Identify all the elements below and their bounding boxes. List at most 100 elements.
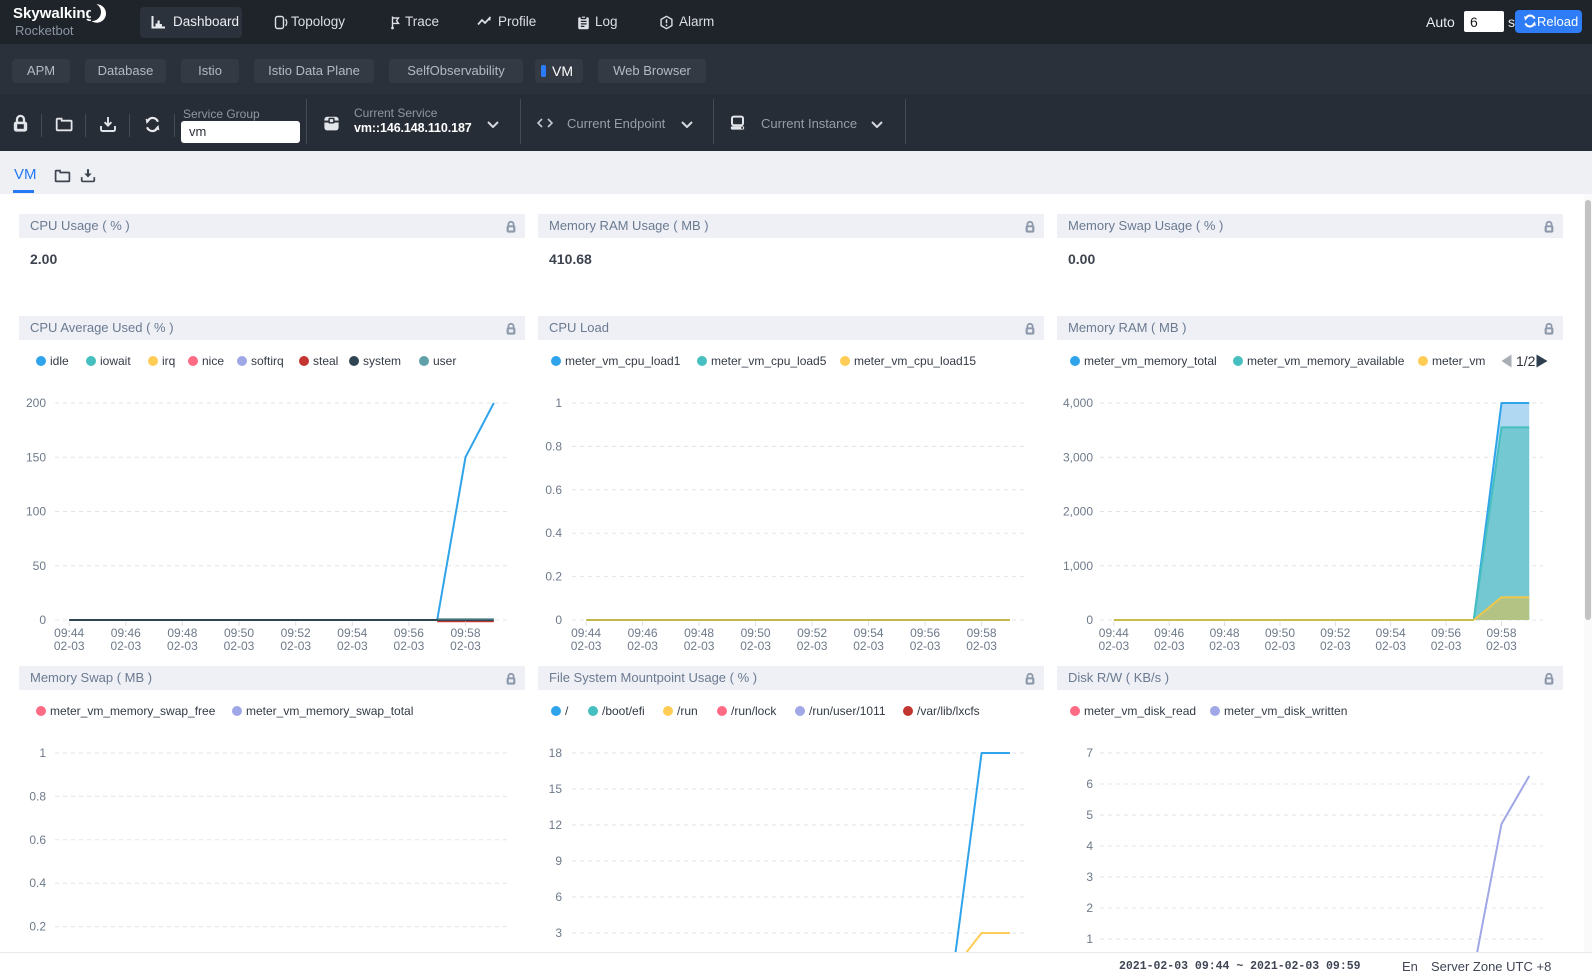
svg-text:meter_vm_memory_total: meter_vm_memory_total — [1084, 354, 1217, 368]
svg-text:1/2: 1/2 — [1516, 353, 1536, 369]
svg-text:steal: steal — [313, 354, 338, 368]
svg-text:meter_vm_memory_available: meter_vm_memory_available — [1247, 354, 1405, 368]
svg-text:02-03: 02-03 — [910, 639, 941, 652]
svg-text:02-03: 02-03 — [627, 639, 658, 652]
svg-text:02-03: 02-03 — [1098, 639, 1129, 652]
svg-text:4: 4 — [1086, 839, 1093, 853]
svg-text:09:56: 09:56 — [910, 626, 940, 640]
svg-text:/run: /run — [677, 704, 698, 718]
svg-text:2: 2 — [1086, 901, 1093, 915]
svg-text:09:46: 09:46 — [1154, 626, 1184, 640]
svg-text:09:48: 09:48 — [167, 626, 197, 640]
svg-text:9: 9 — [555, 854, 562, 868]
svg-text:user: user — [433, 354, 456, 368]
svg-text:02-03: 02-03 — [1486, 639, 1517, 652]
svg-text:02-03: 02-03 — [337, 639, 368, 652]
svg-text:02-03: 02-03 — [224, 639, 255, 652]
svg-text:/boot/efi: /boot/efi — [602, 704, 645, 718]
svg-text:02-03: 02-03 — [280, 639, 311, 652]
svg-text:100: 100 — [26, 505, 46, 519]
svg-text:02-03: 02-03 — [1265, 639, 1296, 652]
svg-text:4,000: 4,000 — [1063, 396, 1093, 410]
svg-text:1: 1 — [39, 746, 46, 760]
svg-text:09:56: 09:56 — [394, 626, 424, 640]
svg-text:meter_vm_cpu_load5: meter_vm_cpu_load5 — [711, 354, 827, 368]
svg-text:02-03: 02-03 — [167, 639, 198, 652]
svg-text:5: 5 — [1086, 808, 1093, 822]
svg-text:meter_vm_disk_read: meter_vm_disk_read — [1084, 704, 1196, 718]
svg-text:09:58: 09:58 — [967, 626, 997, 640]
svg-text:09:46: 09:46 — [111, 626, 141, 640]
svg-text:meter_vm_cpu_load1: meter_vm_cpu_load1 — [565, 354, 681, 368]
svg-text:3: 3 — [1086, 870, 1093, 884]
svg-text:meter_vm_memory_swap_total: meter_vm_memory_swap_total — [246, 704, 413, 718]
svg-text:09:58: 09:58 — [450, 626, 480, 640]
svg-text:09:54: 09:54 — [337, 626, 367, 640]
svg-text:meter_vm_cpu_load15: meter_vm_cpu_load15 — [854, 354, 976, 368]
svg-text:09:54: 09:54 — [1376, 626, 1406, 640]
svg-text:0: 0 — [39, 613, 46, 627]
svg-text:/run/lock: /run/lock — [731, 704, 777, 718]
svg-text:09:44: 09:44 — [1099, 626, 1129, 640]
svg-text:09:56: 09:56 — [1431, 626, 1461, 640]
svg-text:02-03: 02-03 — [1431, 639, 1462, 652]
svg-text:iowait: iowait — [100, 354, 131, 368]
svg-text:0: 0 — [1086, 613, 1093, 627]
svg-text:1: 1 — [1086, 932, 1093, 946]
svg-text:02-03: 02-03 — [684, 639, 715, 652]
svg-text:18: 18 — [549, 746, 563, 760]
svg-text:02-03: 02-03 — [1154, 639, 1185, 652]
svg-text:02-03: 02-03 — [394, 639, 425, 652]
svg-text:irq: irq — [162, 354, 175, 368]
svg-text:09:54: 09:54 — [854, 626, 884, 640]
svg-text:0: 0 — [555, 613, 562, 627]
svg-text:2,000: 2,000 — [1063, 505, 1093, 519]
svg-text:system: system — [363, 354, 401, 368]
svg-text:0.8: 0.8 — [29, 789, 46, 803]
svg-text:15: 15 — [549, 782, 563, 796]
svg-text:02-03: 02-03 — [797, 639, 828, 652]
svg-text:1,000: 1,000 — [1063, 559, 1093, 573]
svg-text:09:48: 09:48 — [684, 626, 714, 640]
svg-text:02-03: 02-03 — [450, 639, 481, 652]
svg-text:02-03: 02-03 — [1375, 639, 1406, 652]
svg-text:09:44: 09:44 — [571, 626, 601, 640]
svg-text:0.2: 0.2 — [29, 920, 46, 934]
svg-text:02-03: 02-03 — [966, 639, 997, 652]
svg-text:02-03: 02-03 — [54, 639, 85, 652]
svg-text:09:46: 09:46 — [628, 626, 658, 640]
svg-text:200: 200 — [26, 396, 46, 410]
svg-text:02-03: 02-03 — [1320, 639, 1351, 652]
svg-text:02-03: 02-03 — [110, 639, 141, 652]
svg-text:09:50: 09:50 — [224, 626, 254, 640]
svg-text:/run/user/1011: /run/user/1011 — [809, 704, 886, 718]
svg-text:09:52: 09:52 — [1320, 626, 1350, 640]
svg-text:02-03: 02-03 — [1209, 639, 1240, 652]
svg-text:3,000: 3,000 — [1063, 450, 1093, 464]
svg-text:meter_vm_disk_written: meter_vm_disk_written — [1224, 704, 1347, 718]
svg-text:12: 12 — [549, 818, 563, 832]
svg-text:09:48: 09:48 — [1210, 626, 1240, 640]
svg-text:/var/lib/lxcfs: /var/lib/lxcfs — [917, 704, 980, 718]
svg-text:02-03: 02-03 — [571, 639, 602, 652]
svg-text:6: 6 — [1086, 777, 1093, 791]
svg-text:09:50: 09:50 — [741, 626, 771, 640]
svg-text:0.4: 0.4 — [29, 876, 46, 890]
svg-text:meter_vm_memory_swap_free: meter_vm_memory_swap_free — [50, 704, 216, 718]
svg-text:09:52: 09:52 — [797, 626, 827, 640]
svg-text:0.2: 0.2 — [545, 570, 562, 584]
svg-text:09:50: 09:50 — [1265, 626, 1295, 640]
svg-text:idle: idle — [50, 354, 69, 368]
svg-text:/: / — [565, 704, 569, 718]
svg-text:0.6: 0.6 — [545, 483, 562, 497]
svg-text:09:44: 09:44 — [54, 626, 84, 640]
svg-text:1: 1 — [555, 396, 562, 410]
svg-text:09:52: 09:52 — [281, 626, 311, 640]
svg-text:09:58: 09:58 — [1486, 626, 1516, 640]
svg-text:0.6: 0.6 — [29, 833, 46, 847]
svg-text:150: 150 — [26, 450, 46, 464]
svg-text:0.8: 0.8 — [545, 439, 562, 453]
svg-text:softirq: softirq — [251, 354, 284, 368]
svg-text:50: 50 — [33, 559, 47, 573]
svg-text:nice: nice — [202, 354, 224, 368]
